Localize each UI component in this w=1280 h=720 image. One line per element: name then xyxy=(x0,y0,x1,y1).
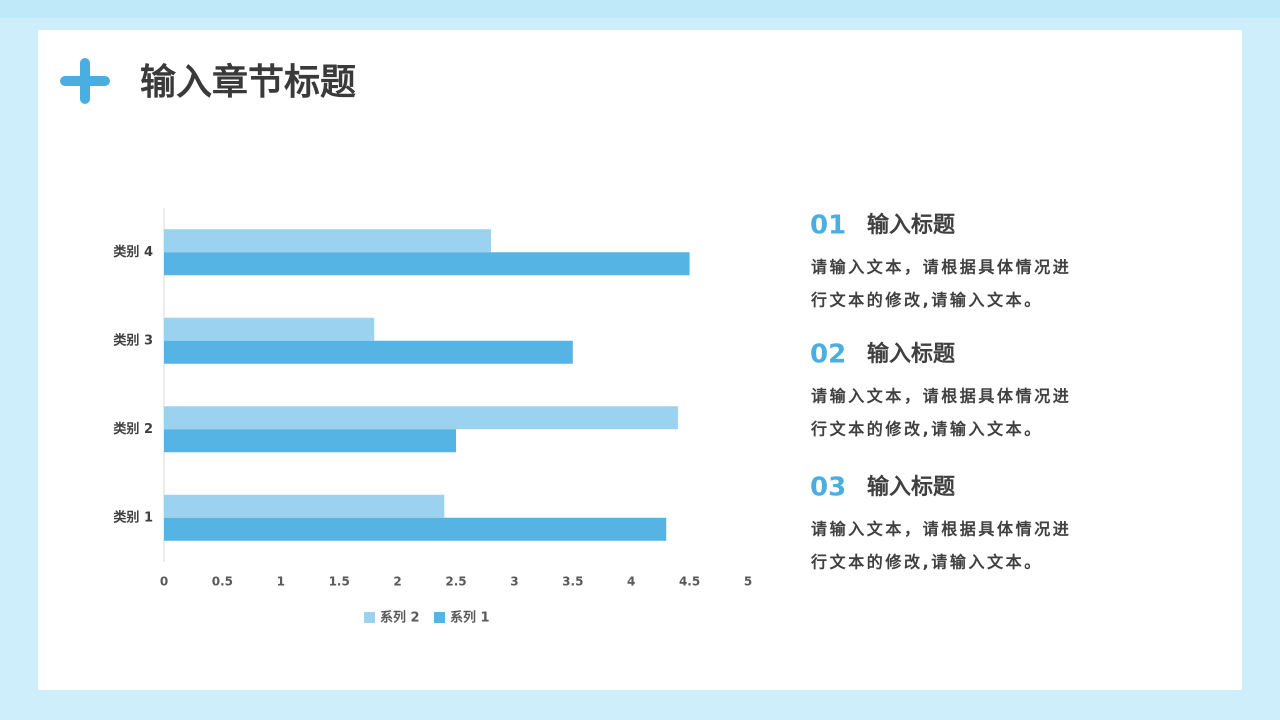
y-tick-label: 类别 3 xyxy=(113,332,153,348)
item-number: 03 xyxy=(810,473,846,503)
item-text: 请输入文本，请根据具体情况进 xyxy=(811,387,1071,406)
slide-title: 输入章节标题 xyxy=(140,61,356,103)
x-tick-label: 3.5 xyxy=(562,575,583,589)
item-text: 行文本的修改,请输入文本。 xyxy=(810,291,1043,310)
bar xyxy=(164,252,690,276)
bar xyxy=(164,229,492,253)
item-title: 输入标题 xyxy=(867,212,956,238)
plus-icon xyxy=(60,76,110,86)
bar xyxy=(164,517,667,541)
bar xyxy=(164,340,573,364)
x-tick-label: 5 xyxy=(744,575,752,589)
item-text: 行文本的修改,请输入文本。 xyxy=(810,553,1043,572)
bar xyxy=(164,429,456,453)
x-tick-label: 3 xyxy=(510,575,518,589)
x-tick-label: 0 xyxy=(160,575,168,589)
item-number: 02 xyxy=(810,340,846,370)
item-text: 请输入文本，请根据具体情况进 xyxy=(811,520,1071,539)
y-tick-label: 类别 1 xyxy=(113,509,153,525)
item-title: 输入标题 xyxy=(867,341,956,367)
y-tick-label: 类别 2 xyxy=(113,421,153,437)
x-tick-label: 4.5 xyxy=(679,575,700,589)
item-text: 请输入文本，请根据具体情况进 xyxy=(811,258,1071,277)
item-number: 01 xyxy=(810,211,846,241)
x-tick-label: 0.5 xyxy=(212,575,233,589)
legend-swatch xyxy=(434,612,445,623)
x-tick-label: 2 xyxy=(393,575,401,589)
y-tick-label: 类别 4 xyxy=(113,244,153,260)
bar xyxy=(164,406,678,430)
item-text: 行文本的修改,请输入文本。 xyxy=(810,420,1043,439)
bar xyxy=(164,494,445,518)
legend-swatch xyxy=(364,612,375,623)
item-title: 输入标题 xyxy=(867,474,956,500)
x-tick-label: 1 xyxy=(277,575,285,589)
x-tick-label: 1.5 xyxy=(329,575,350,589)
bar xyxy=(164,317,375,341)
x-tick-label: 4 xyxy=(627,575,635,589)
background-band xyxy=(0,0,1280,18)
legend-label: 系列 1 xyxy=(450,610,490,626)
legend-label: 系列 2 xyxy=(380,610,420,626)
x-tick-label: 2.5 xyxy=(445,575,466,589)
